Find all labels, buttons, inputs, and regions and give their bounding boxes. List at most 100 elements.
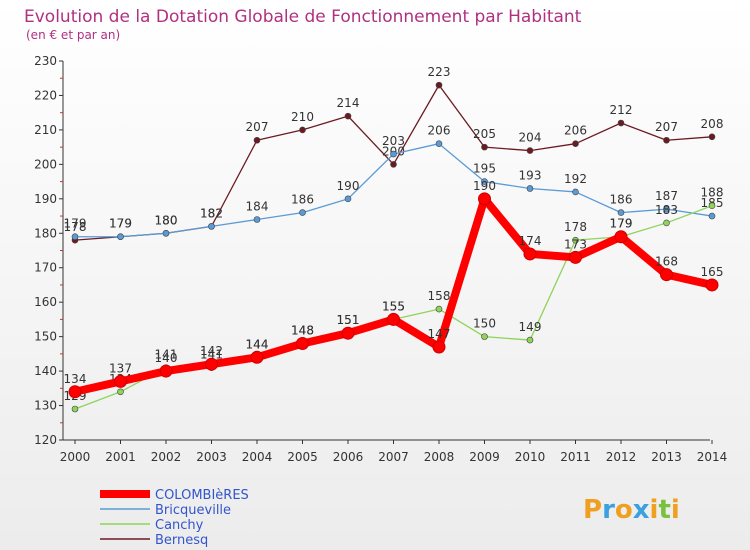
- point-bricqueville: [663, 205, 670, 213]
- point-bernesq: [481, 143, 488, 151]
- point-canchy: [572, 236, 579, 244]
- x-tick-label: 2012: [606, 450, 637, 464]
- data-label-bricqueville: 203: [382, 134, 405, 148]
- data-label-colombières: 173: [564, 237, 587, 251]
- data-label-colombières: 137: [109, 361, 132, 375]
- x-tick-label: 2011: [560, 450, 591, 464]
- data-label-colombières: 144: [246, 337, 269, 351]
- data-label-bernesq: 207: [655, 120, 678, 134]
- data-label-bernesq: 208: [701, 117, 724, 131]
- point-bricqueville: [71, 233, 79, 241]
- data-label-bernesq: 182: [200, 206, 223, 220]
- data-label-bricqueville: 180: [155, 213, 178, 227]
- data-label-bricqueville: 184: [246, 199, 269, 213]
- data-label-canchy: 149: [519, 320, 542, 334]
- data-label-canchy: 155: [382, 299, 405, 313]
- point-bricqueville: [708, 212, 716, 220]
- y-tick-label: 140: [34, 364, 57, 378]
- point-colombières: [523, 247, 537, 261]
- data-label-colombières: 134: [64, 372, 87, 386]
- point-bernesq: [344, 112, 352, 120]
- point-bernesq: [663, 136, 670, 144]
- data-label-bricqueville: 179: [64, 217, 87, 231]
- data-label-canchy: 188: [701, 186, 724, 200]
- data-label-bernesq: 204: [519, 131, 542, 145]
- data-label-colombières: 140: [155, 351, 178, 365]
- data-label-canchy: 141: [155, 348, 178, 362]
- data-label-bricqueville: 182: [200, 206, 223, 220]
- data-label-bricqueville: 193: [519, 168, 542, 182]
- y-tick-label: 230: [34, 54, 57, 68]
- point-bricqueville: [208, 223, 215, 230]
- y-tick-label: 200: [34, 157, 57, 171]
- point-colombières: [114, 374, 127, 388]
- point-bernesq: [299, 126, 306, 134]
- point-colombières: [250, 350, 264, 364]
- point-colombières: [341, 326, 355, 340]
- data-label-colombières: 179: [610, 217, 633, 231]
- point-colombières: [705, 278, 719, 292]
- data-label-colombières: 174: [519, 234, 542, 248]
- data-label-canchy: 183: [655, 203, 678, 217]
- x-tick-label: 2013: [651, 450, 682, 464]
- data-label-canchy: 150: [473, 317, 496, 331]
- data-label-colombières: 168: [655, 255, 678, 269]
- point-colombières: [159, 364, 173, 378]
- data-label-bernesq: 214: [337, 96, 360, 110]
- y-tick-label: 170: [34, 261, 57, 275]
- point-bernesq: [617, 119, 625, 127]
- data-label-bricqueville: 186: [291, 193, 314, 207]
- point-canchy: [71, 405, 79, 413]
- data-label-bricqueville: 187: [655, 189, 678, 203]
- y-tick-label: 160: [34, 295, 57, 309]
- x-tick-label: 2004: [242, 450, 273, 464]
- data-label-bricqueville: 190: [337, 179, 360, 193]
- chart-subtitle: (en € et par an): [26, 28, 120, 42]
- point-bricqueville: [572, 188, 579, 196]
- point-bricqueville: [390, 150, 397, 158]
- x-tick-label: 2002: [151, 450, 182, 464]
- data-label-bernesq: 206: [564, 124, 587, 138]
- y-tick-label: 220: [34, 88, 57, 102]
- data-label-bernesq: 180: [155, 213, 178, 227]
- x-tick-label: 2001: [105, 450, 136, 464]
- point-bricqueville: [299, 209, 306, 216]
- point-bricqueville: [617, 209, 625, 216]
- x-tick-label: 2009: [469, 450, 500, 464]
- brand-letter: t: [658, 495, 670, 525]
- point-colombières: [660, 268, 673, 282]
- point-bricqueville: [162, 229, 170, 237]
- y-tick-label: 210: [34, 123, 57, 137]
- data-label-bricqueville: 206: [428, 124, 451, 138]
- data-label-bricqueville: 195: [473, 162, 496, 176]
- data-label-bernesq: 178: [64, 220, 87, 234]
- x-tick-label: 2005: [287, 450, 318, 464]
- data-label-bricqueville: 192: [564, 172, 587, 186]
- point-bernesq: [390, 161, 397, 168]
- point-colombières: [205, 357, 218, 371]
- point-canchy: [435, 305, 443, 313]
- brand-letter: x: [633, 495, 650, 525]
- data-label-colombières: 147: [428, 327, 451, 341]
- x-tick-label: 2007: [378, 450, 409, 464]
- data-label-colombières: 148: [291, 324, 314, 338]
- point-canchy: [526, 336, 534, 344]
- legend-label-bricqueville: Bricqueville: [155, 503, 231, 518]
- point-colombières: [68, 385, 82, 399]
- data-label-canchy: 151: [337, 313, 360, 327]
- x-tick-label: 2010: [515, 450, 546, 464]
- x-tick-label: 2008: [424, 450, 455, 464]
- point-bernesq: [572, 140, 579, 147]
- point-colombières: [387, 312, 400, 326]
- point-canchy: [481, 333, 488, 340]
- data-label-bricqueville: 179: [109, 217, 132, 231]
- point-bricqueville: [481, 178, 488, 185]
- data-label-bernesq: 223: [428, 65, 451, 79]
- point-bernesq: [435, 81, 443, 89]
- x-tick-label: 2003: [196, 450, 227, 464]
- point-colombières: [614, 230, 628, 244]
- legend-label-colombières: COLOMBIèRES: [155, 488, 249, 503]
- brand-letter: i: [650, 495, 659, 525]
- point-bricqueville: [253, 216, 261, 223]
- data-label-canchy: 158: [428, 289, 451, 303]
